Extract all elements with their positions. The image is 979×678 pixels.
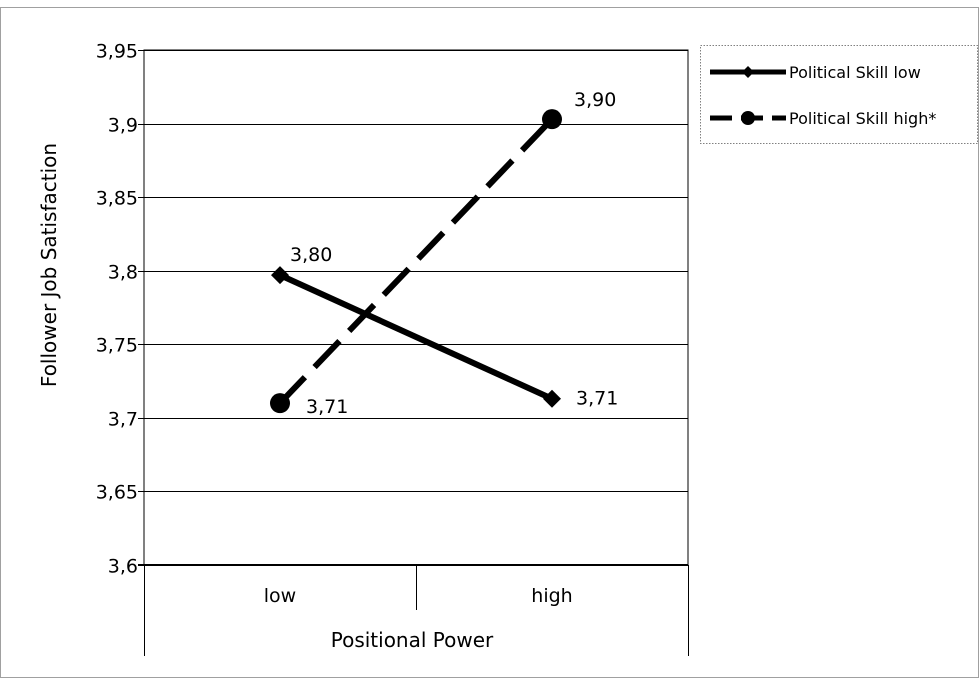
circle-marker — [542, 109, 562, 130]
y-tick-label: 3,65 — [96, 482, 138, 504]
diamond-marker — [271, 266, 289, 285]
circle-marker — [270, 393, 290, 414]
x-axis-title: Positional Power — [331, 628, 494, 652]
data-label: 3,71 — [306, 396, 348, 418]
y-axis-title: Follower Job Satisfaction — [37, 143, 61, 387]
gridlines — [144, 50, 688, 492]
y-tick-label: 3,95 — [96, 41, 138, 63]
x-tick-label: high — [531, 585, 572, 607]
legend-label: Political Skill high* — [789, 109, 936, 128]
data-labels: 3,80 3,71 3,71 3,90 — [290, 89, 618, 418]
data-label: 3,80 — [290, 244, 332, 266]
circle-marker — [741, 111, 755, 125]
data-label: 3,71 — [576, 388, 618, 410]
series-line — [278, 272, 554, 402]
legend-box — [700, 45, 978, 144]
x-tick-label: low — [264, 585, 296, 607]
diamond-marker — [543, 389, 561, 408]
legend: Political Skill low Political Skill high* — [700, 45, 978, 144]
data-label: 3,90 — [574, 89, 616, 111]
y-tick-label: 3,8 — [108, 262, 138, 284]
y-tick-label: 3,75 — [96, 335, 138, 357]
y-tick-label: 3,6 — [108, 556, 138, 578]
legend-label: Political Skill low — [789, 63, 921, 82]
y-tick-label: 3,9 — [108, 115, 138, 137]
series-line — [277, 117, 555, 406]
series — [270, 109, 562, 414]
plot-area — [143, 49, 689, 566]
axes: 3,6 3,65 3,7 3,75 3,8 3,85 3,9 3,95 low high — [96, 41, 689, 656]
y-tick-label: 3,7 — [108, 409, 138, 431]
diamond-marker — [742, 66, 754, 78]
y-tick-label: 3,85 — [96, 188, 138, 210]
